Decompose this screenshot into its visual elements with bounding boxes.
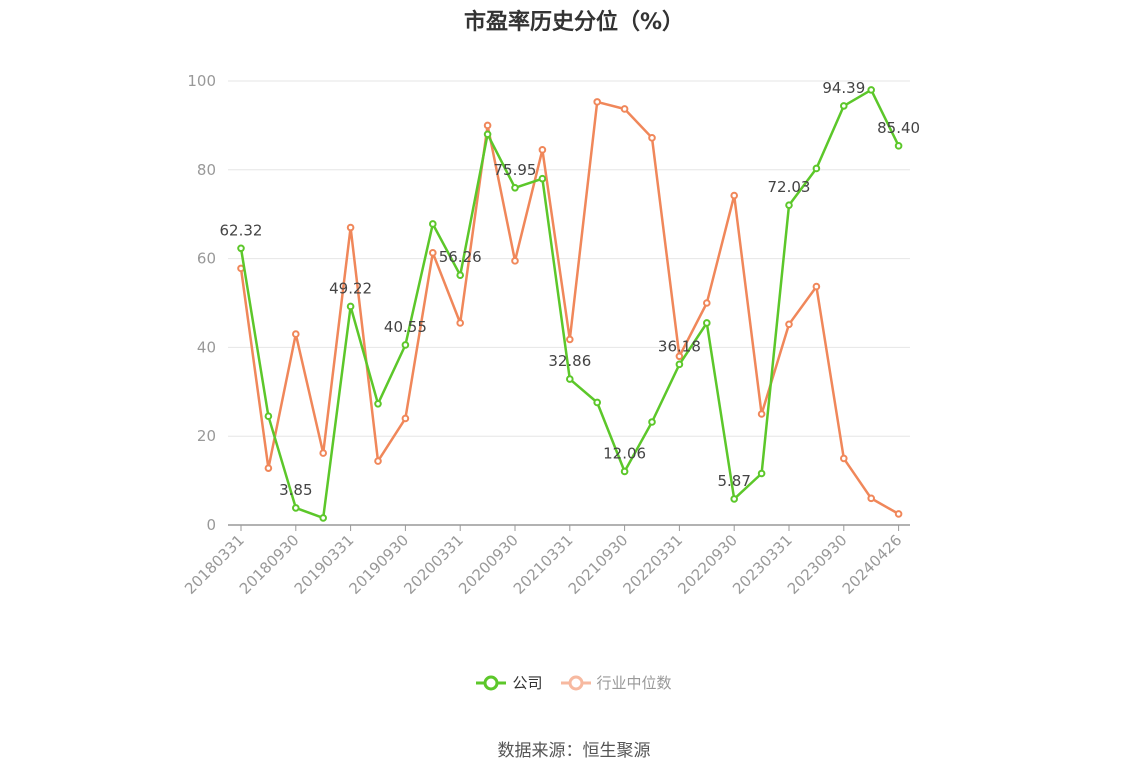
legend-item-industry[interactable]: 行业中位数 xyxy=(560,672,672,693)
industry-data-point xyxy=(319,449,328,457)
industry-data-point xyxy=(483,121,492,130)
industry-data-point xyxy=(620,105,629,113)
chart-legend: 公司 行业中位数 xyxy=(0,672,1148,693)
company-data-point xyxy=(538,174,547,183)
industry-data-point xyxy=(703,299,711,307)
company-data-point xyxy=(867,86,876,94)
legend-industry-label: 行业中位数 xyxy=(596,674,672,692)
y-tick-label: 0 xyxy=(206,516,216,534)
company-data-point xyxy=(374,399,382,408)
y-tick-label: 60 xyxy=(197,250,216,268)
company-data-point xyxy=(319,514,328,522)
industry-data-point xyxy=(264,464,273,472)
y-tick-label: 40 xyxy=(197,338,216,356)
chart-title: 市盈率历史分位（%） xyxy=(463,10,685,35)
company-data-label: 62.32 xyxy=(220,221,263,239)
industry-data-point xyxy=(346,223,355,232)
company-data-label: 36.18 xyxy=(658,337,701,355)
industry-data-point xyxy=(374,457,382,465)
company-data-point xyxy=(566,375,574,383)
company-data-label: 72.03 xyxy=(768,178,811,196)
legend-item-company[interactable]: 公司 xyxy=(476,672,543,693)
industry-data-point xyxy=(730,191,739,200)
y-tick-label: 20 xyxy=(197,427,216,445)
legend-company-swatch-icon xyxy=(476,675,507,690)
industry-series-line xyxy=(239,100,900,515)
industry-data-point xyxy=(538,146,547,154)
chart-plot: 0204060801002018033120180930201903312019… xyxy=(181,72,920,598)
industry-data-point xyxy=(840,454,848,463)
industry-data-point xyxy=(812,282,821,291)
company-data-point xyxy=(757,469,766,478)
company-data-point xyxy=(511,183,519,192)
industry-data-point xyxy=(675,352,684,361)
industry-data-point xyxy=(292,330,300,338)
legend-industry-swatch-icon xyxy=(560,675,591,690)
company-data-point xyxy=(730,495,739,503)
industry-data-point xyxy=(456,319,465,327)
company-data-label: 32.86 xyxy=(548,352,591,370)
x-tick-label: 20240426 xyxy=(839,531,906,598)
data-source-note: 数据来源：恒生聚源 xyxy=(497,741,651,761)
company-data-label: 3.85 xyxy=(279,481,312,499)
company-data-label: 49.22 xyxy=(329,279,372,297)
industry-data-point xyxy=(511,257,519,265)
company-series-line xyxy=(239,88,900,520)
legend-company-label: 公司 xyxy=(512,674,543,692)
company-data-point xyxy=(346,302,355,311)
company-data-label: 12.06 xyxy=(603,444,646,462)
industry-data-point xyxy=(785,320,793,329)
company-data-point xyxy=(429,220,437,228)
company-data-point xyxy=(483,130,492,139)
industry-data-point xyxy=(867,494,876,503)
company-data-point xyxy=(648,418,656,426)
y-tick-label: 100 xyxy=(187,72,216,90)
company-data-point xyxy=(456,271,465,280)
company-data-point xyxy=(593,398,602,407)
company-data-point xyxy=(703,319,711,327)
company-data-point xyxy=(894,142,903,150)
industry-data-point xyxy=(429,249,437,257)
company-data-label: 85.40 xyxy=(877,119,920,137)
industry-data-point xyxy=(894,510,903,518)
company-data-point xyxy=(237,244,245,253)
industry-data-point xyxy=(401,414,410,423)
company-data-point xyxy=(264,412,273,421)
company-data-point xyxy=(620,467,629,476)
company-data-point xyxy=(812,164,821,173)
industry-data-point xyxy=(648,134,656,142)
company-data-label: 94.39 xyxy=(822,79,865,97)
y-tick-label: 80 xyxy=(197,161,216,179)
company-data-label: 75.95 xyxy=(494,161,537,179)
company-data-point xyxy=(292,504,300,512)
company-data-point xyxy=(675,360,684,369)
company-data-point xyxy=(785,201,793,209)
industry-data-point xyxy=(593,98,602,106)
industry-data-point xyxy=(757,410,766,418)
company-data-point xyxy=(840,102,848,110)
industry-data-point xyxy=(566,335,574,344)
company-data-point xyxy=(401,341,410,349)
company-data-label: 5.87 xyxy=(717,472,750,490)
company-data-label: 56.26 xyxy=(439,248,482,266)
company-data-label: 40.55 xyxy=(384,318,427,336)
